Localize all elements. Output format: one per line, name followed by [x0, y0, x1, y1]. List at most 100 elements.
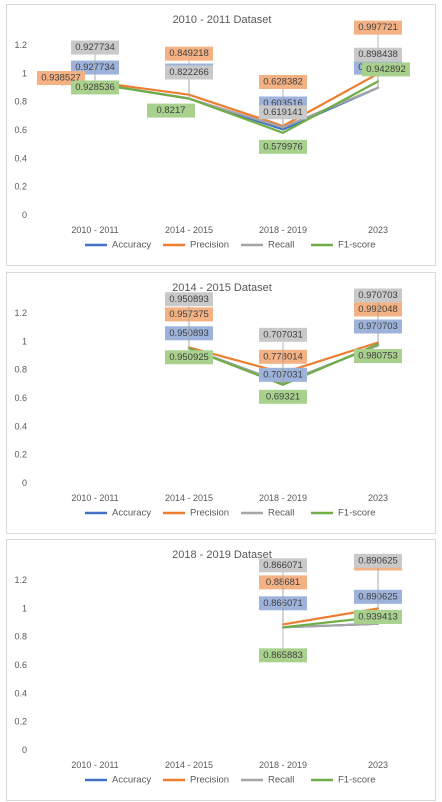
data-label: 0.579976 [263, 141, 303, 152]
y-tick-label: 1 [22, 68, 27, 78]
line-chart: 2010 - 2011 Dataset 0 0.2 0.4 0.6 0.8 1 1.2 2010… [14, 14, 410, 251]
legend-label: Accuracy [112, 775, 151, 786]
legend-label: Recall [268, 240, 294, 251]
series-line-precision [93, 72, 380, 128]
data-label: 0.939413 [358, 611, 398, 622]
data-label-box [165, 46, 213, 61]
series-line-f1-score [187, 342, 380, 386]
y-tick-label: 1.2 [14, 308, 27, 318]
data-label: 0.849218 [169, 48, 209, 59]
data-label-box [259, 389, 307, 404]
x-tick-label: 2014 - 2015 [165, 493, 213, 503]
legend-label: Accuracy [112, 240, 151, 251]
y-tick-label: 0.4 [14, 153, 27, 163]
data-label-box [259, 139, 307, 154]
data-label: 0.866071 [263, 560, 303, 571]
data-label-box [354, 553, 402, 568]
data-label-box [362, 62, 410, 77]
line-chart: 2018 - 2019 Dataset 0 0.2 0.4 0.6 0.8 1 1.2 2010… [14, 549, 402, 786]
data-label-box [71, 40, 119, 55]
x-tick-label: 2023 [368, 493, 388, 503]
y-tick-label: 0 [22, 478, 27, 488]
x-tick-label: 2018 - 2019 [259, 493, 307, 503]
x-tick-label: 2023 [368, 225, 388, 235]
data-label: 0.928536 [75, 82, 115, 93]
data-label: 0.707031 [263, 329, 303, 340]
legend-label: F1-score [338, 775, 375, 786]
y-tick-label: 0.8 [14, 632, 27, 642]
data-label-box [165, 350, 213, 365]
x-tick-label: 2010 - 2011 [71, 225, 118, 235]
data-label-box [354, 20, 402, 35]
data-label: 0.980753 [358, 351, 398, 362]
x-tick-label: 2018 - 2019 [259, 760, 307, 770]
chart-title: 2010 - 2011 Dataset [173, 14, 272, 26]
data-label-box [71, 80, 119, 95]
data-label-box [259, 327, 307, 342]
y-tick-label: 0.8 [14, 97, 27, 107]
data-label: 0.950925 [169, 352, 209, 363]
y-tick-label: 0 [22, 210, 27, 220]
legend-label: Precision [190, 508, 229, 519]
x-tick-label: 2010 - 2011 [71, 760, 118, 770]
legend-label: F1-score [338, 508, 375, 519]
y-tick-label: 0 [22, 745, 27, 755]
data-label: 0.890625 [358, 555, 398, 566]
y-tick-label: 0.6 [14, 393, 27, 403]
legend-label: Recall [268, 508, 294, 519]
data-label-box [354, 288, 402, 303]
data-label-box [354, 609, 402, 624]
series-line-recall [281, 622, 380, 629]
x-tick-label: 2018 - 2019 [259, 225, 307, 235]
y-tick-label: 0.4 [14, 421, 27, 431]
chart-title: 2014 - 2015 Dataset [172, 282, 272, 294]
x-tick-label: 2023 [368, 760, 388, 770]
data-label: 0.942892 [366, 64, 406, 75]
series-line-f1-score [93, 80, 380, 134]
y-tick-label: 1.2 [14, 575, 27, 585]
y-tick-label: 0.4 [14, 688, 27, 698]
data-label: 0.69321 [266, 391, 300, 402]
data-label: 0.970703 [358, 290, 398, 301]
y-tick-label: 0.6 [14, 660, 27, 670]
data-label: 0.628382 [263, 76, 303, 87]
line-chart: 2014 - 2015 Dataset 0 0.2 0.4 0.6 0.8 1 1.2 2010… [14, 282, 402, 519]
legend-label: Accuracy [112, 508, 151, 519]
legend-label: Precision [190, 240, 229, 251]
y-tick-label: 0.2 [14, 717, 27, 727]
x-tick-label: 2014 - 2015 [165, 760, 213, 770]
legend-label: Precision [190, 775, 229, 786]
x-tick-label: 2014 - 2015 [165, 225, 213, 235]
data-label: 0.865883 [263, 650, 303, 661]
chart-panel: 2018 - 2019 Dataset 0 0.2 0.4 0.6 0.8 1 1.2 2010… [6, 539, 436, 801]
data-label: 0.822266 [169, 67, 209, 78]
y-tick-label: 1.2 [14, 40, 27, 50]
data-label-box [259, 558, 307, 573]
y-tick-label: 1 [22, 336, 27, 346]
legend-label: Recall [268, 775, 294, 786]
data-label-box [165, 292, 213, 307]
chart-title: 2018 - 2019 Dataset [172, 549, 272, 561]
data-label-box [147, 103, 195, 118]
data-label-box [259, 648, 307, 663]
data-label: 0.619141 [263, 107, 303, 118]
y-tick-label: 0.8 [14, 365, 27, 375]
data-label: 0.950893 [169, 294, 209, 305]
y-tick-label: 0.2 [14, 182, 27, 192]
data-label-box [354, 349, 402, 364]
data-label-box [354, 47, 402, 62]
y-tick-label: 0.2 [14, 450, 27, 460]
data-label: 0.898438 [358, 49, 398, 60]
x-tick-label: 2010 - 2011 [71, 493, 118, 503]
data-label-box [259, 105, 307, 120]
chart-panel: 2010 - 2011 Dataset 0 0.2 0.4 0.6 0.8 1 1.2 2010… [6, 4, 436, 266]
y-tick-label: 0.6 [14, 125, 27, 135]
legend-label: F1-score [338, 240, 375, 251]
data-label: 0.8217 [156, 105, 185, 116]
data-label: 0.927734 [75, 42, 115, 53]
y-tick-label: 1 [22, 603, 27, 613]
chart-panel: 2014 - 2015 Dataset 0 0.2 0.4 0.6 0.8 1 1.2 2010… [6, 272, 436, 534]
data-label-box [165, 65, 213, 80]
data-label: 0.938527 [41, 73, 81, 84]
